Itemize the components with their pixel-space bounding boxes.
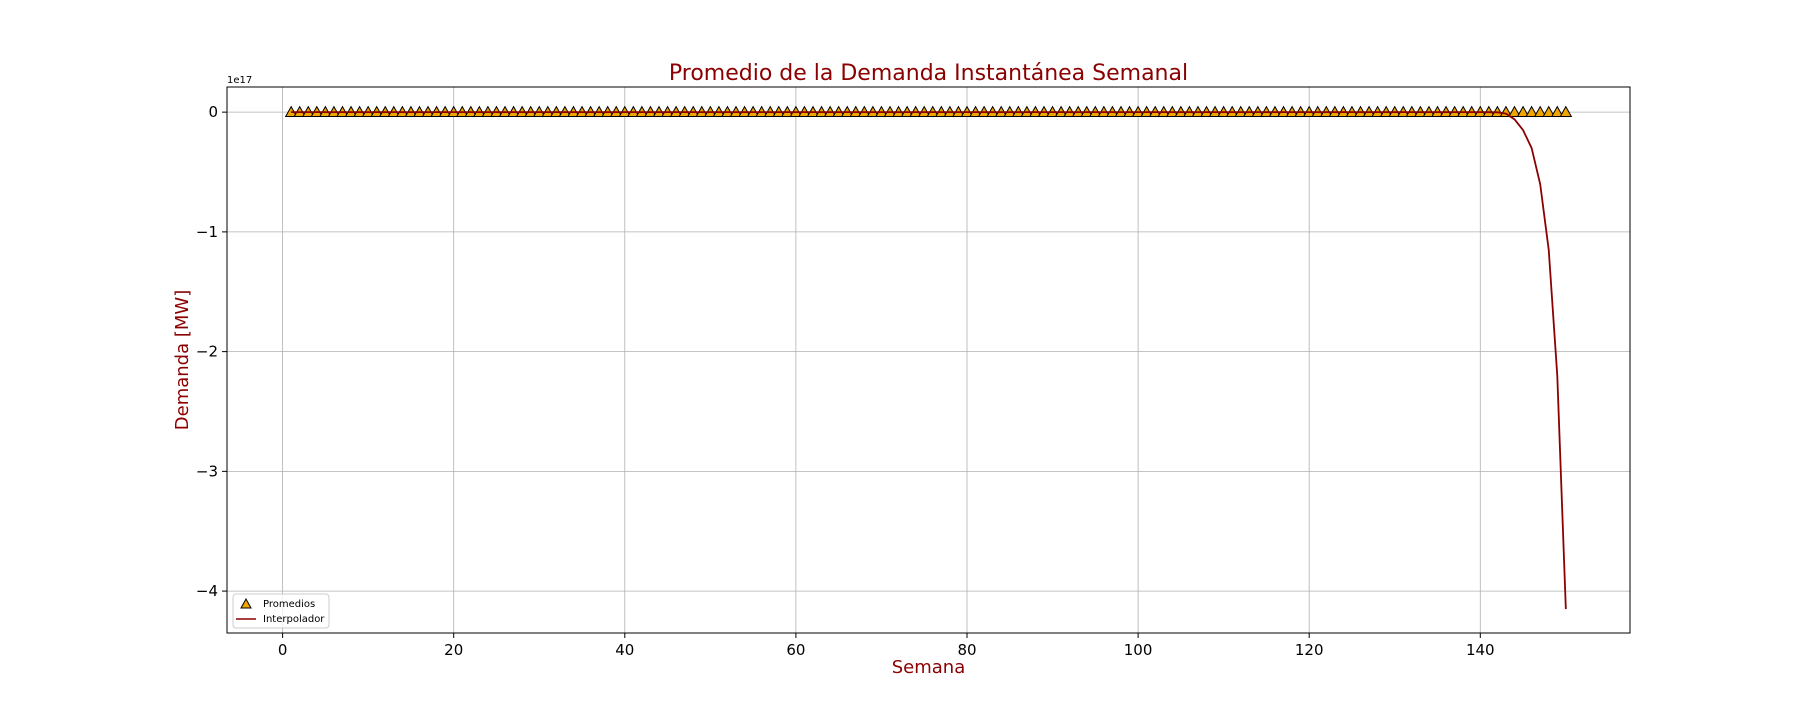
x-tick-label: 140	[1466, 641, 1495, 659]
x-tick-label: 100	[1124, 641, 1153, 659]
promedio-marker	[1516, 105, 1530, 118]
x-axis-ticks: 0 20 40 60 80 100 120 140	[278, 633, 1495, 659]
legend-box	[232, 593, 330, 629]
x-tick-label: 80	[957, 641, 976, 659]
legend-marker-triangle-icon	[240, 597, 252, 609]
legend-label-interpolador: Interpolador	[263, 614, 325, 625]
y-tick-label: −4	[196, 582, 218, 600]
x-tick-label: 60	[786, 641, 805, 659]
promedio-marker	[1559, 105, 1573, 118]
y-axis-label: Demanda [MW]	[172, 290, 193, 430]
grid	[227, 87, 1630, 633]
x-tick-label: 40	[615, 641, 634, 659]
y-axis-ticks: 0 −1 −2 −3 −4	[196, 103, 227, 600]
x-tick-label: 120	[1295, 641, 1324, 659]
y-tick-label: −2	[196, 343, 218, 361]
promedio-marker	[1550, 105, 1564, 118]
interpolador-series	[291, 111, 1567, 610]
y-tick-label: −1	[196, 223, 218, 241]
interpolador-line	[291, 111, 1567, 610]
promedio-marker	[1508, 105, 1521, 118]
plot-frame	[226, 86, 1631, 634]
y-tick-label: 0	[208, 103, 218, 121]
promedio-marker	[1525, 105, 1538, 118]
promedio-marker	[1542, 105, 1556, 118]
x-tick-label: 0	[278, 641, 288, 659]
x-tick-label: 20	[444, 641, 463, 659]
x-axis-label: Semana	[892, 657, 966, 678]
legend-label-promedios: Promedios	[263, 599, 315, 610]
y-offset-label: 1e17	[227, 75, 252, 86]
promedio-marker	[1533, 105, 1547, 118]
legend: Promedios Interpolador	[232, 593, 330, 629]
chart-title: Promedio de la Demanda Instantánea Seman…	[669, 61, 1188, 86]
y-tick-label: −3	[196, 462, 218, 480]
